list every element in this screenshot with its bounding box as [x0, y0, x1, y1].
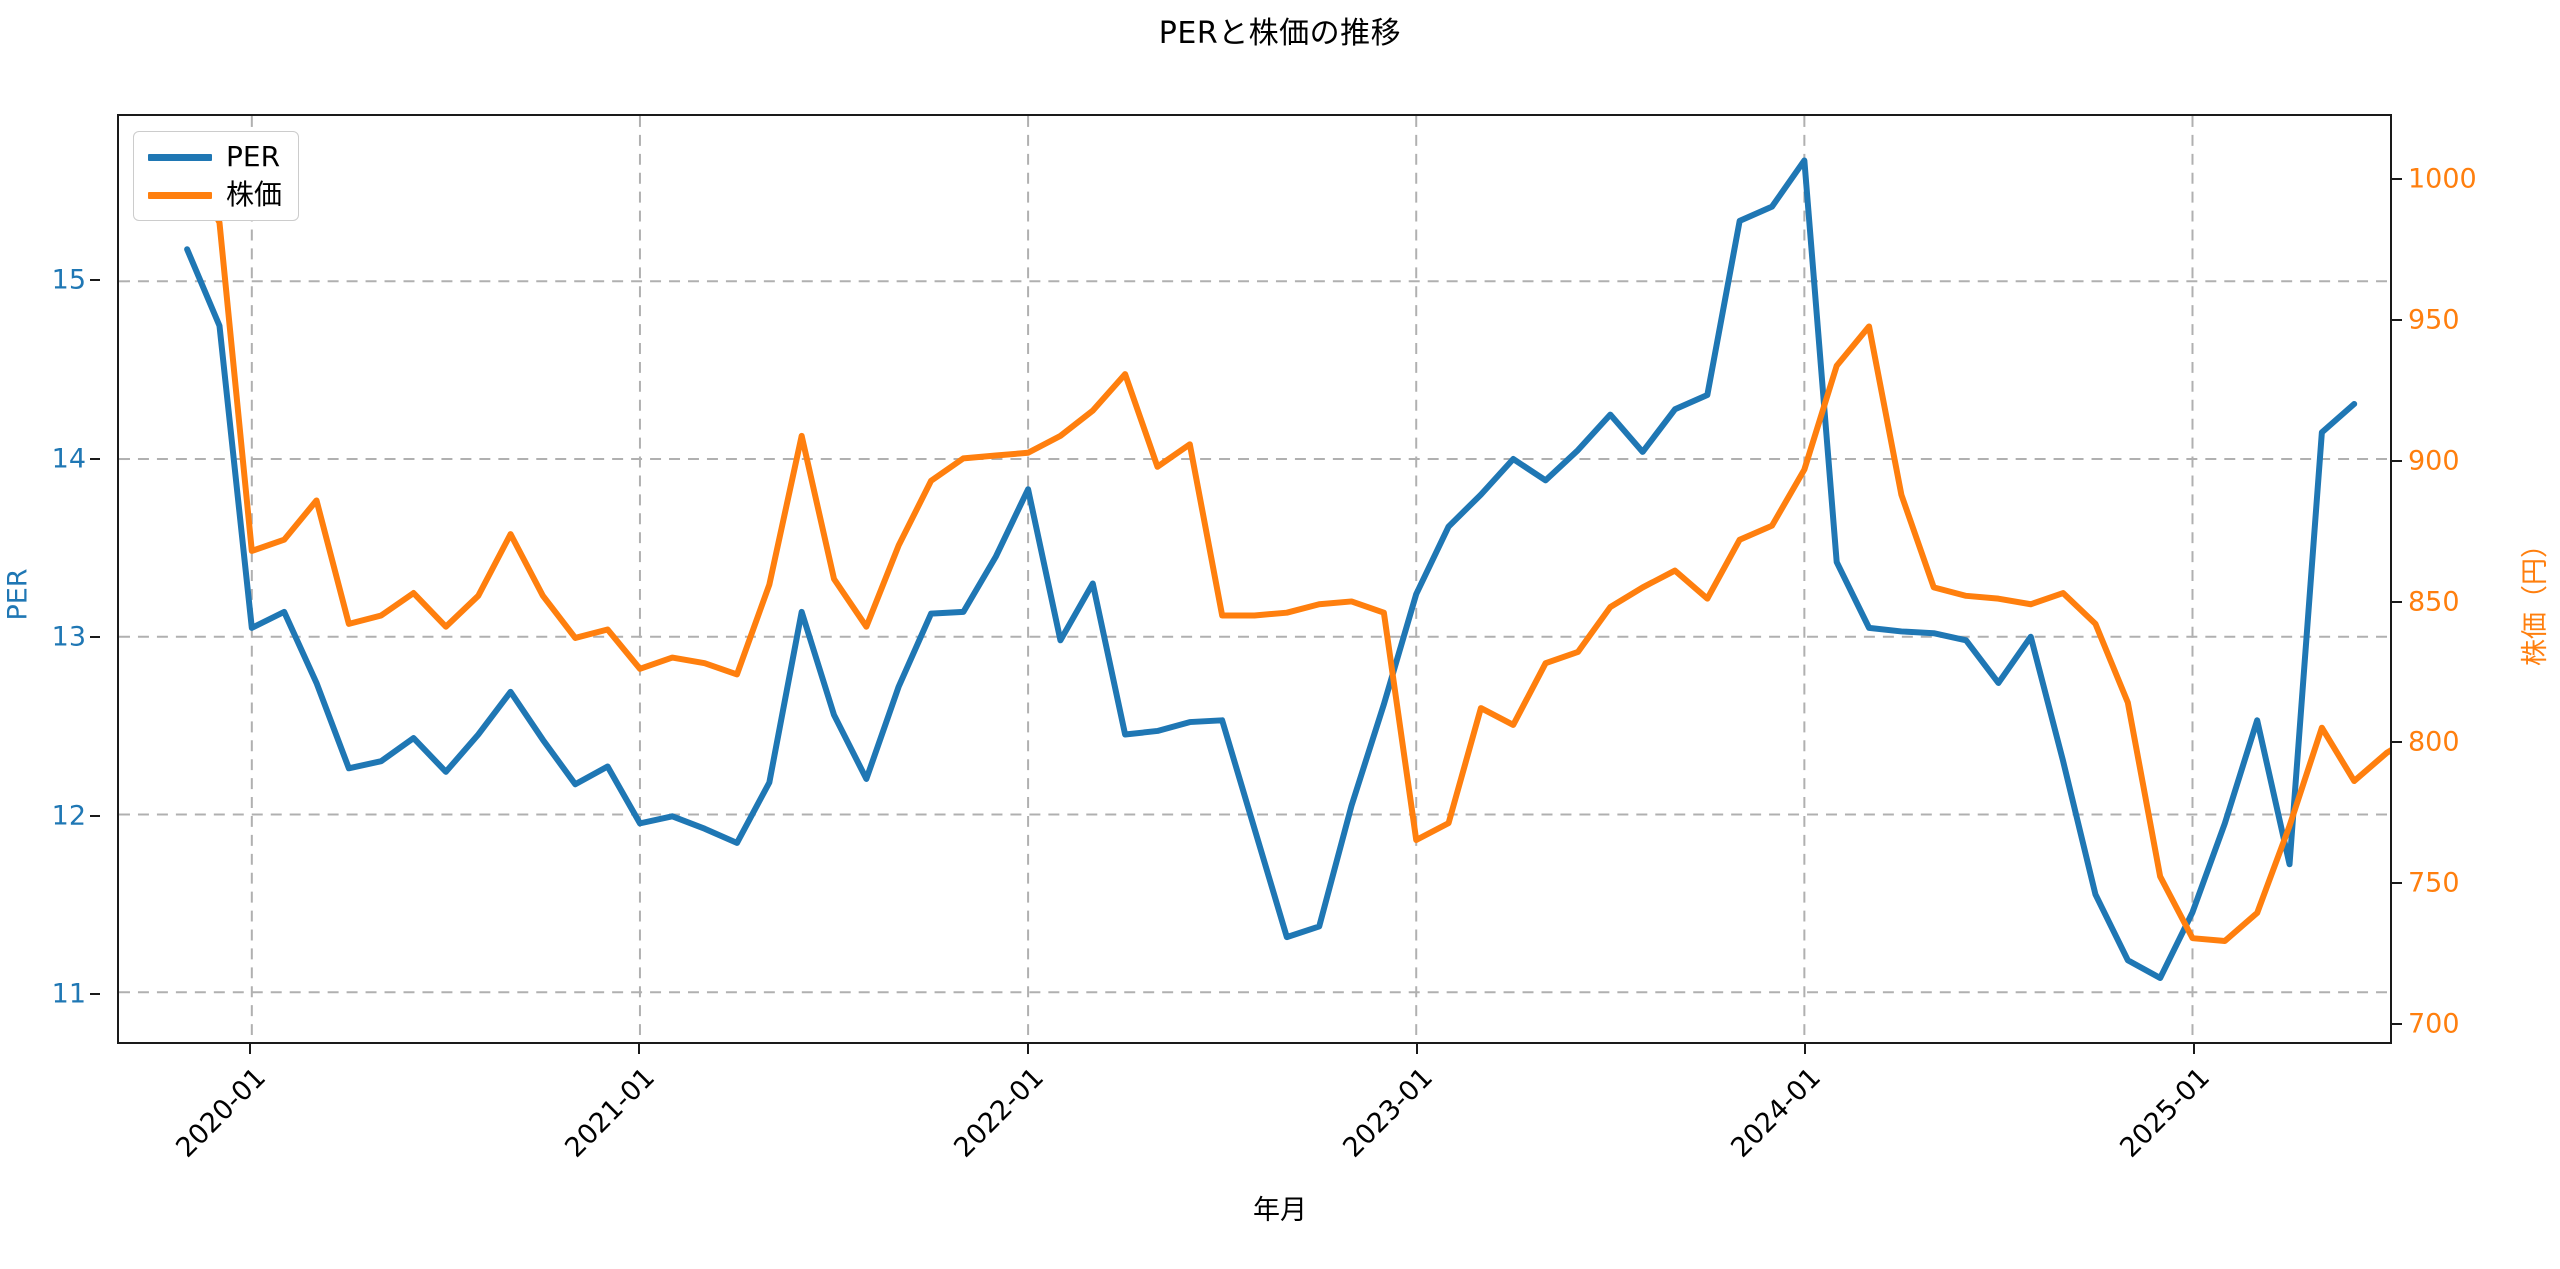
right-axis-label: 株価（円）	[2520, 531, 2551, 666]
plot-area	[117, 114, 2392, 1044]
right-tick-label: 700	[2408, 1008, 2460, 1040]
legend-swatch-per	[148, 153, 212, 161]
right-tick-mark	[2392, 177, 2402, 180]
right-tick-label: 800	[2408, 726, 2460, 758]
left-tick-mark	[90, 993, 100, 996]
left-tick-label: 15	[51, 264, 86, 296]
left-tick-label: 13	[51, 621, 86, 653]
right-tick-label: 1000	[2408, 163, 2477, 195]
right-tick-label: 750	[2408, 867, 2460, 899]
right-tick-mark	[2392, 1023, 2402, 1026]
plot-svg	[119, 116, 2390, 1042]
x-axis-ticks: 2020-01 2021-01 2022-01 2023-01 2024-01 2025-…	[117, 1044, 2392, 1204]
x-tick-mark	[249, 1044, 252, 1054]
left-tick-mark	[90, 279, 100, 281]
right-tick-mark	[2392, 882, 2402, 885]
legend-item-per[interactable]: PER	[148, 143, 282, 171]
right-tick-mark	[2392, 318, 2402, 321]
x-axis-label: 年月	[1253, 1195, 1307, 1226]
right-tick-mark	[2392, 741, 2402, 744]
series-line-per	[184, 157, 2358, 982]
left-tick-label: 14	[51, 443, 86, 474]
right-axis-ticks: 700 750 800 850 900 950 1000	[2392, 114, 2522, 1044]
left-axis-ticks: 11 12 13 14 15	[0, 114, 100, 1044]
x-tick-mark	[1026, 1044, 1029, 1054]
series-line-kabuka	[184, 155, 2390, 944]
x-tick-mark	[1804, 1044, 1807, 1054]
right-tick-label: 950	[2408, 304, 2460, 336]
legend-swatch-kabuka	[148, 191, 212, 199]
x-tick-mark	[2193, 1044, 2196, 1054]
right-tick-mark	[2392, 600, 2402, 603]
legend-label-kabuka: 株価	[226, 178, 283, 211]
x-tick-mark	[637, 1044, 640, 1054]
x-tick-mark	[1415, 1044, 1418, 1054]
left-tick-label: 12	[51, 800, 86, 832]
left-tick-label: 11	[51, 978, 86, 1010]
right-tick-label: 850	[2408, 586, 2460, 618]
legend-item-kabuka[interactable]: 株価	[148, 181, 282, 209]
left-tick-mark	[90, 636, 100, 638]
left-axis-label: PER	[2, 568, 34, 621]
legend-label-per: PER	[226, 140, 281, 173]
right-tick-mark	[2392, 459, 2402, 462]
right-tick-label: 900	[2408, 445, 2460, 477]
left-tick-mark	[90, 814, 100, 817]
chart-legend: PER 株価	[133, 131, 300, 221]
left-tick-mark	[90, 457, 100, 460]
page-title: PERと株価の推移	[1158, 16, 1402, 51]
